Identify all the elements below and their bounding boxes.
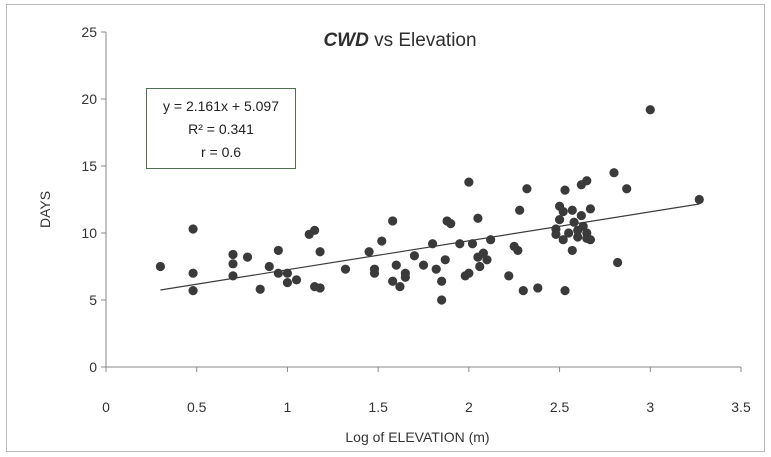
data-point xyxy=(437,276,447,286)
x-tick-label: 3 xyxy=(646,399,654,415)
data-point xyxy=(188,268,198,278)
data-point xyxy=(255,284,265,294)
equation-text: y = 2.161x + 5.097 xyxy=(163,98,279,114)
chart-title: CWD vs Elevation xyxy=(300,30,500,52)
data-point xyxy=(613,257,623,268)
data-point xyxy=(504,271,514,281)
data-point xyxy=(518,286,528,296)
data-point xyxy=(437,295,447,305)
data-point xyxy=(446,219,456,229)
data-point xyxy=(369,268,380,278)
data-point xyxy=(567,245,577,256)
data-point xyxy=(400,272,410,282)
data-point xyxy=(609,168,619,178)
data-point xyxy=(228,271,238,281)
data-point xyxy=(340,264,351,274)
data-point xyxy=(533,283,543,293)
data-point xyxy=(576,210,586,221)
data-point xyxy=(155,261,166,272)
data-point xyxy=(515,205,525,215)
data-point xyxy=(315,247,325,257)
data-point xyxy=(391,260,401,270)
data-point xyxy=(455,239,465,249)
data-point xyxy=(242,252,253,262)
data-point xyxy=(467,239,478,249)
chart-frame xyxy=(6,4,765,452)
data-point xyxy=(388,276,398,286)
data-point xyxy=(418,260,429,270)
data-point xyxy=(395,282,405,292)
x-tick-label: 3.5 xyxy=(731,399,751,415)
data-point xyxy=(486,235,496,245)
data-point xyxy=(473,213,483,223)
data-point xyxy=(464,268,474,278)
x-tick-label: 1.5 xyxy=(368,399,388,415)
data-point xyxy=(482,255,492,265)
data-point xyxy=(564,228,574,238)
data-point xyxy=(282,268,293,278)
data-point xyxy=(273,268,283,278)
x-tick-label: 0 xyxy=(102,399,110,415)
y-axis-title: DAYS xyxy=(37,191,53,228)
r-squared-text: R² = 0.341 xyxy=(188,121,254,137)
data-point xyxy=(513,245,523,256)
data-point xyxy=(558,235,568,245)
data-point xyxy=(551,229,561,239)
data-point xyxy=(440,255,450,265)
data-point xyxy=(228,259,238,269)
data-point xyxy=(228,249,238,260)
data-point xyxy=(694,194,704,205)
data-point xyxy=(188,224,198,234)
x-tick-label: 0.5 xyxy=(187,399,207,415)
data-point xyxy=(310,225,320,235)
data-point xyxy=(558,206,568,217)
data-point xyxy=(569,217,579,227)
y-tick-label: 0 xyxy=(89,359,97,375)
data-point xyxy=(567,205,577,215)
data-point xyxy=(464,177,474,187)
chart-title-italic: CWD xyxy=(323,30,369,51)
data-point xyxy=(585,235,596,245)
y-tick-label: 25 xyxy=(81,24,97,40)
regression-annotation: y = 2.161x + 5.097 R² = 0.341 r = 0.6 xyxy=(146,88,296,169)
data-point xyxy=(560,185,570,195)
x-tick-label: 1 xyxy=(284,399,292,415)
chart-title-rest: vs Elevation xyxy=(368,30,477,51)
data-point xyxy=(645,105,655,115)
data-point xyxy=(188,286,198,296)
data-point xyxy=(522,184,532,194)
y-tick-label: 10 xyxy=(81,225,97,241)
x-tick-label: 2 xyxy=(465,399,473,415)
data-point xyxy=(431,264,441,274)
data-point xyxy=(264,261,274,272)
data-point xyxy=(554,215,565,225)
data-point xyxy=(364,247,374,257)
data-point xyxy=(427,239,438,249)
data-point xyxy=(388,216,398,226)
data-point xyxy=(273,245,283,256)
data-point xyxy=(315,283,325,293)
y-tick-label: 20 xyxy=(81,91,97,107)
data-point xyxy=(585,204,596,214)
data-point xyxy=(475,261,485,272)
x-axis-title: Log of ELEVATION (m) xyxy=(345,429,489,445)
data-point xyxy=(622,184,632,194)
y-tick-label: 15 xyxy=(81,158,97,174)
data-point xyxy=(573,232,583,242)
data-point xyxy=(377,236,387,246)
y-tick-label: 5 xyxy=(89,292,97,308)
data-point xyxy=(560,286,570,296)
data-point xyxy=(409,251,420,261)
data-point xyxy=(282,277,293,288)
data-point xyxy=(291,275,302,285)
r-text: r = 0.6 xyxy=(200,144,242,160)
data-point xyxy=(582,176,592,186)
x-tick-label: 2.5 xyxy=(550,399,570,415)
